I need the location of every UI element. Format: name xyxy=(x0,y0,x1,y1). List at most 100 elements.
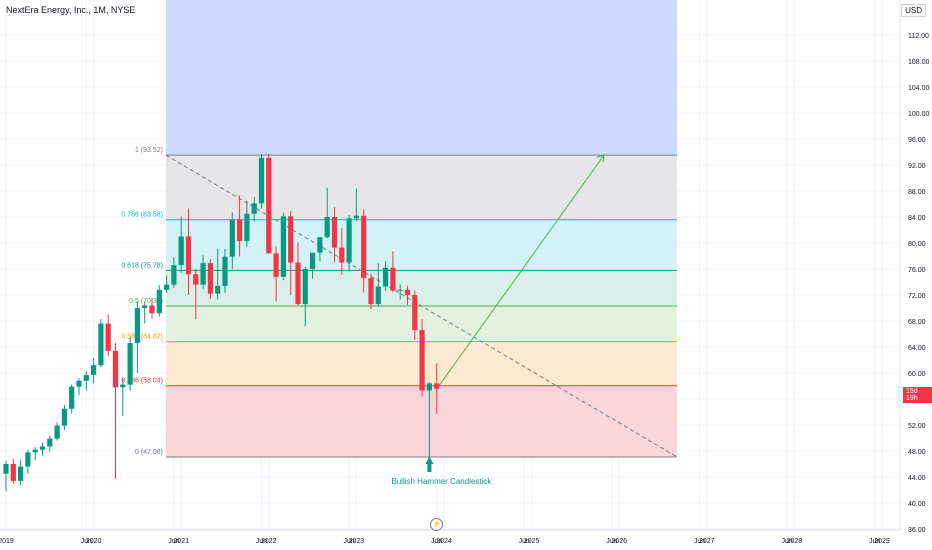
candle-body xyxy=(185,236,192,275)
candle-body xyxy=(317,237,323,253)
x-tick-label: Jun xyxy=(606,538,617,545)
candle xyxy=(368,273,374,310)
candle-body xyxy=(207,263,213,294)
candle-body xyxy=(404,289,411,295)
candle xyxy=(390,251,396,293)
candle-body xyxy=(178,236,184,266)
candle-body xyxy=(302,269,308,305)
candle-body xyxy=(434,383,440,389)
candle xyxy=(266,153,272,254)
candle xyxy=(112,343,119,479)
candle-body xyxy=(32,449,38,453)
candle-body xyxy=(39,446,46,450)
candle-body xyxy=(273,253,279,277)
candle xyxy=(142,301,148,324)
price-axis[interactable]: 36.0040.0044.0048.0052.0056.0060.0064.00… xyxy=(899,0,930,534)
candle xyxy=(25,449,31,474)
candle xyxy=(76,378,82,396)
candle xyxy=(185,208,192,295)
fib-zone-0.786 xyxy=(166,219,677,271)
candle-body xyxy=(127,343,133,385)
trend-lines[interactable] xyxy=(165,154,678,458)
projection-arrow[interactable] xyxy=(436,154,605,389)
candle xyxy=(91,358,97,384)
fib-zone-0.618 xyxy=(166,270,677,307)
candle-body xyxy=(368,278,374,305)
candle xyxy=(280,212,286,281)
currency-badge[interactable]: USD xyxy=(901,4,926,17)
candle-body xyxy=(215,285,221,294)
candle xyxy=(39,442,46,456)
y-tick-label: 84.00 xyxy=(908,215,926,222)
candle-body xyxy=(156,289,162,314)
candle xyxy=(273,246,279,302)
y-tick-label: 40.00 xyxy=(908,501,926,508)
candle-body xyxy=(310,252,316,269)
x-tick-label: 2024 xyxy=(436,538,452,545)
candle-body xyxy=(3,464,9,474)
candle xyxy=(229,212,235,269)
candle-body xyxy=(25,452,31,467)
y-tick-label: 60.00 xyxy=(908,371,926,378)
candle-body xyxy=(390,267,396,291)
dashed-trendline[interactable] xyxy=(165,154,678,458)
candle xyxy=(222,248,228,294)
y-tick-label: 100.00 xyxy=(908,111,930,118)
candle xyxy=(178,216,184,273)
candle xyxy=(412,290,418,340)
x-tick-label: 2027 xyxy=(699,538,715,545)
candle-body xyxy=(149,305,155,314)
candle xyxy=(383,261,389,292)
candle-body xyxy=(69,386,75,409)
x-tick-label: 2023 xyxy=(349,538,365,545)
candle-body xyxy=(91,365,97,375)
candle xyxy=(10,458,16,484)
candle xyxy=(258,153,265,209)
y-tick-label: 80.00 xyxy=(908,241,926,248)
y-tick-label: 92.00 xyxy=(908,163,926,170)
x-tick-label: Jun xyxy=(343,538,354,545)
candle xyxy=(156,285,162,317)
candle xyxy=(375,263,381,307)
candle-body xyxy=(18,466,24,481)
candle xyxy=(339,228,345,275)
fibonacci-retracement[interactable]: 1 (93.52) 0.786 (83.58) 0.618 (75.78) 0.5 (… xyxy=(121,0,677,458)
candle xyxy=(3,460,9,492)
candle xyxy=(120,378,126,416)
candle-body xyxy=(251,203,257,214)
y-tick-label: 96.00 xyxy=(908,137,926,144)
candle xyxy=(331,207,338,263)
fib-label-0.236: 0.236 (58.04) xyxy=(121,378,163,385)
annotation-text: Bullish Hammer Candlestick xyxy=(391,477,492,486)
candle xyxy=(302,267,308,327)
candle-body xyxy=(98,323,104,366)
arrow-up-icon xyxy=(425,456,434,464)
lightning-icon[interactable]: ⚡ xyxy=(430,518,444,531)
candle-body xyxy=(412,295,418,331)
fib-zone-1 xyxy=(166,155,677,220)
y-tick-label: 108.00 xyxy=(908,59,930,66)
candle xyxy=(361,209,367,293)
candle-body xyxy=(295,262,301,305)
candle xyxy=(18,460,24,486)
candle-body xyxy=(383,267,389,287)
candle xyxy=(317,237,323,262)
x-tick-label: Jun xyxy=(694,538,705,545)
y-tick-label: 52.00 xyxy=(908,423,926,430)
candle-body xyxy=(331,217,338,248)
x-tick-label: Jun xyxy=(869,538,880,545)
candle-body xyxy=(54,425,60,439)
y-tick-label: 48.00 xyxy=(908,449,926,456)
candle-body xyxy=(47,438,53,447)
candle xyxy=(404,285,411,305)
candle xyxy=(83,371,89,391)
y-tick-label: 104.00 xyxy=(908,85,930,92)
candle xyxy=(32,447,38,461)
candle-body xyxy=(105,323,111,351)
candle xyxy=(127,337,133,391)
candle-body xyxy=(83,374,89,381)
y-tick-label: 36.00 xyxy=(908,527,926,534)
candle xyxy=(419,319,425,397)
